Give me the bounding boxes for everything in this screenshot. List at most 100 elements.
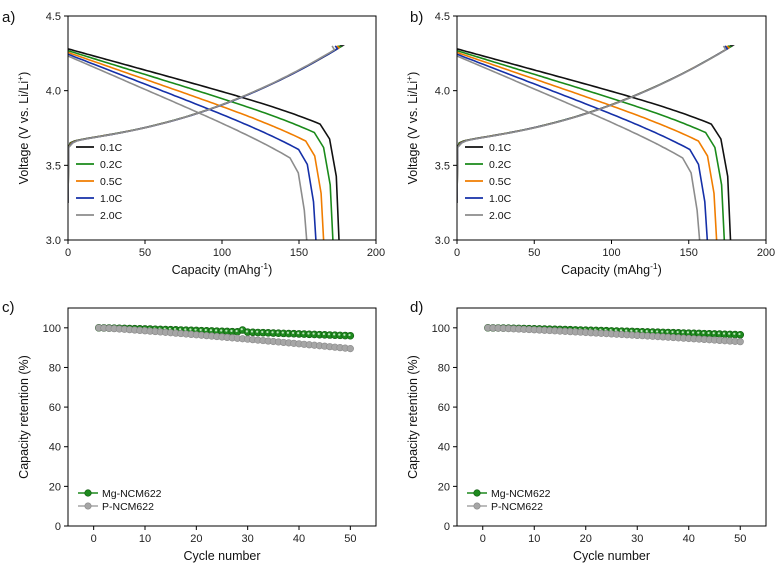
x-label-end: ) [268, 263, 272, 277]
y-label-end: ) [17, 72, 31, 76]
series-P-NCM622 [484, 324, 744, 346]
point-highlight [666, 330, 669, 333]
point-highlight [199, 328, 202, 331]
point-highlight [738, 332, 741, 336]
point-highlight [702, 331, 705, 334]
point-highlight [348, 333, 351, 337]
legend-label: 0.1C [489, 142, 512, 154]
discharge-curve-2.0C [68, 55, 308, 240]
y-tick-label: 20 [438, 481, 450, 493]
point-highlight [276, 331, 279, 334]
x-label-end: ) [658, 263, 662, 277]
x-tick-label: 50 [528, 247, 540, 259]
point-highlight [692, 331, 695, 334]
point-highlight [733, 332, 736, 335]
series-P-NCM622 [95, 324, 354, 353]
point-highlight [697, 331, 700, 334]
legend-label: P-NCM622 [491, 501, 543, 513]
y-tick-label: 4.0 [435, 86, 450, 98]
discharge-curve-0.2C [457, 49, 726, 240]
x-tick-label: 150 [290, 247, 308, 259]
y-label-sup: + [15, 76, 25, 81]
point-highlight [297, 332, 300, 335]
y-label-sup: + [404, 76, 414, 81]
panel-b: b) 0.1C 0.2C 0.5C 1.0C 2.0C 0 50 100 150 200 3.0 3.5… [404, 9, 775, 277]
y-tick-label: 4.0 [46, 86, 61, 98]
point-highlight [230, 329, 233, 332]
point-highlight [286, 331, 290, 334]
y-tick-label: 40 [438, 442, 450, 454]
y-tick-label: 60 [49, 402, 61, 414]
legend-label: P-NCM622 [102, 501, 154, 513]
y-tick-label: 100 [432, 323, 450, 335]
point-highlight [302, 332, 305, 335]
axes-frame [456, 15, 767, 241]
y-label-main: Voltage (V vs. Li/Li [17, 81, 31, 185]
point-highlight [712, 332, 715, 335]
x-tick-label: 100 [213, 247, 231, 259]
point-highlight [338, 333, 341, 336]
panel-label: a) [2, 9, 15, 26]
y-label-end: ) [406, 72, 420, 76]
charge-curve-2.0C [68, 45, 336, 203]
point-highlight [261, 330, 264, 333]
x-tick-label: 50 [734, 533, 746, 545]
point-highlight [225, 329, 228, 332]
legend-label: 0.5C [100, 176, 123, 188]
x-label-sup: -1 [650, 261, 658, 271]
discharge-curve-0.1C [457, 48, 732, 240]
point-highlight [220, 329, 223, 332]
charge-curve-2.0C [457, 45, 727, 203]
legend-label: Mg-NCM622 [491, 488, 551, 500]
point-highlight [676, 330, 679, 334]
point-highlight [630, 329, 633, 332]
y-tick-label: 3.0 [46, 235, 61, 247]
point-highlight [619, 329, 623, 332]
point-highlight [671, 330, 674, 333]
point-highlight [327, 333, 331, 336]
x-tick-label: 0 [454, 247, 460, 259]
point-highlight [717, 332, 720, 335]
series-2.0C [68, 45, 336, 240]
legend-label: 0.5C [489, 176, 512, 188]
x-tick-label: 0 [91, 533, 97, 545]
x-tick-label: 50 [139, 247, 151, 259]
point [346, 331, 355, 340]
discharge-curve-2.0C [457, 55, 701, 240]
point-highlight [681, 331, 684, 334]
y-tick-label: 4.5 [435, 11, 450, 23]
point [736, 330, 745, 339]
x-tick-label: 50 [344, 533, 356, 545]
x-tick-label: 40 [293, 533, 305, 545]
data-layer [484, 324, 745, 346]
point-highlight [650, 330, 654, 333]
discharge-curve-0.1C [68, 48, 340, 240]
y-tick-label: 80 [49, 362, 61, 374]
point-highlight [271, 331, 274, 334]
y-tick-label: 20 [49, 481, 61, 493]
point-highlight [686, 331, 690, 334]
discharge-curve-0.5C [68, 51, 325, 240]
y-axis-label: Capacity retention (%) [406, 355, 420, 479]
legend-label: 0.2C [100, 159, 123, 171]
point-highlight [322, 332, 325, 336]
x-label-sup: -1 [261, 261, 269, 271]
x-tick-label: 30 [631, 533, 643, 545]
y-tick-label: 4.5 [46, 11, 61, 23]
legend-label: 2.0C [489, 210, 512, 222]
y-tick-label: 0 [444, 521, 450, 533]
point-highlight [250, 330, 254, 333]
axes-frame [67, 307, 377, 527]
x-axis-label: Capacity (mAhg-1) [172, 261, 273, 277]
y-tick-label: 40 [49, 442, 61, 454]
axes-frame [456, 307, 767, 527]
point-highlight [707, 331, 710, 335]
x-tick-label: 100 [602, 247, 620, 259]
discharge-curve-1.0C [457, 53, 709, 240]
point-highlight [209, 329, 213, 332]
